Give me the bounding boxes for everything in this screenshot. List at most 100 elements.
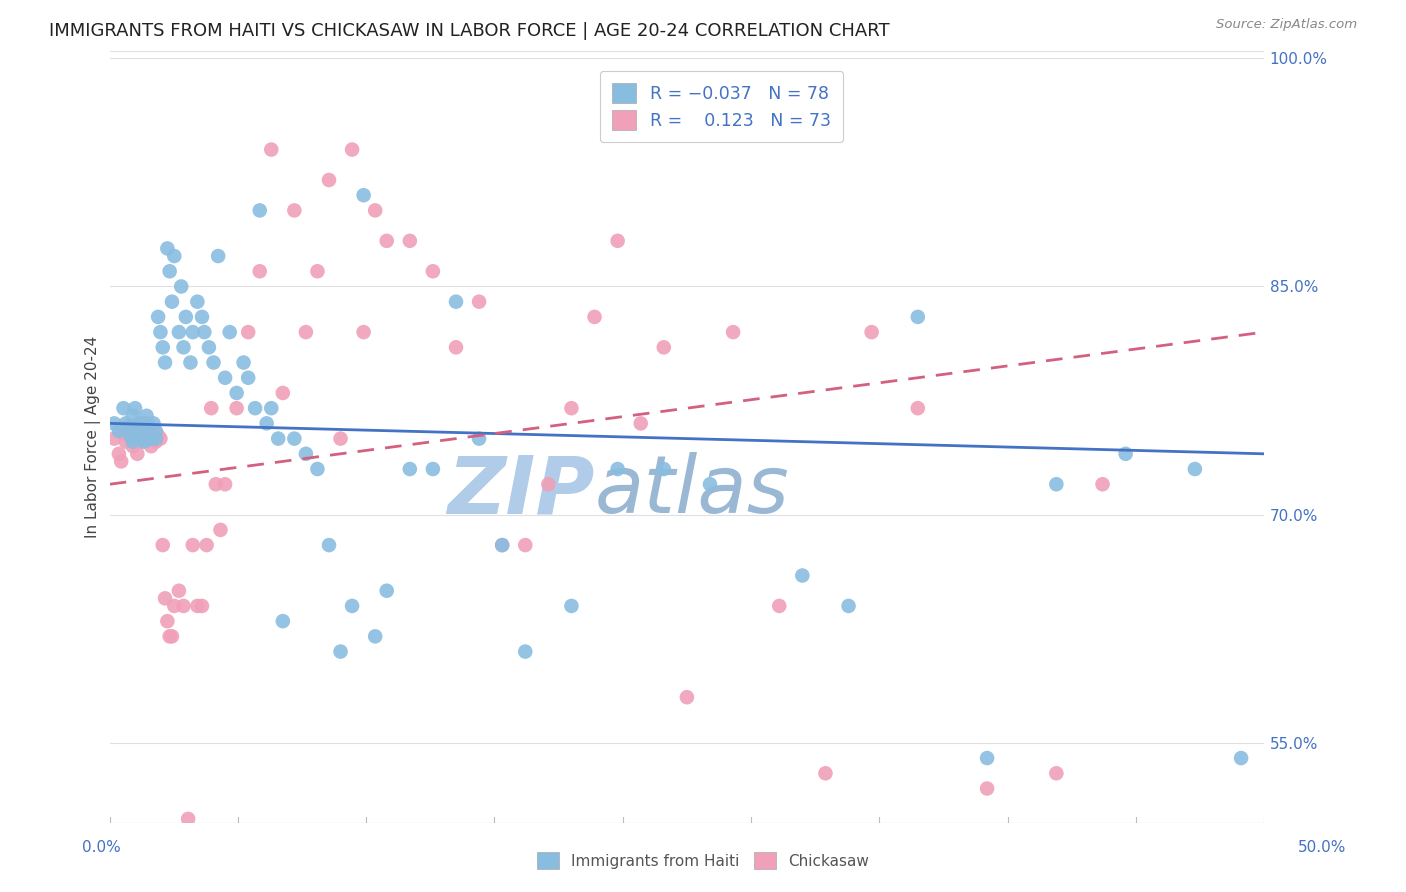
Point bbox=[699, 477, 721, 491]
Point bbox=[1045, 766, 1067, 780]
Point bbox=[353, 325, 375, 339]
Point bbox=[110, 454, 132, 468]
Point bbox=[560, 401, 582, 416]
Point bbox=[375, 583, 398, 598]
Point bbox=[159, 629, 181, 643]
Point bbox=[907, 401, 929, 416]
Point bbox=[792, 568, 814, 582]
Point bbox=[141, 439, 163, 453]
Point bbox=[630, 417, 652, 431]
Point bbox=[560, 599, 582, 613]
Point bbox=[318, 538, 340, 552]
Point bbox=[398, 462, 420, 476]
Point bbox=[173, 340, 195, 354]
Point bbox=[295, 447, 318, 461]
Point bbox=[307, 462, 329, 476]
Point bbox=[606, 234, 628, 248]
Point bbox=[256, 417, 278, 431]
Point bbox=[153, 355, 176, 369]
Point bbox=[398, 234, 420, 248]
Point bbox=[167, 583, 190, 598]
Point bbox=[160, 629, 183, 643]
Point bbox=[1115, 447, 1137, 461]
Point bbox=[145, 432, 167, 446]
Point bbox=[186, 294, 208, 309]
Point bbox=[491, 538, 513, 552]
Point bbox=[243, 401, 266, 416]
Point bbox=[329, 432, 352, 446]
Point bbox=[238, 325, 260, 339]
Point bbox=[117, 428, 139, 442]
Point bbox=[364, 629, 387, 643]
Point bbox=[907, 310, 929, 324]
Point bbox=[238, 370, 260, 384]
Point bbox=[838, 599, 860, 613]
Point bbox=[422, 462, 444, 476]
Point bbox=[131, 432, 153, 446]
Point bbox=[283, 203, 305, 218]
Point bbox=[142, 424, 165, 438]
Point bbox=[179, 355, 201, 369]
Point bbox=[142, 417, 165, 431]
Point bbox=[124, 401, 146, 416]
Point bbox=[209, 523, 232, 537]
Point bbox=[112, 401, 135, 416]
Point bbox=[205, 477, 228, 491]
Point bbox=[108, 424, 131, 438]
Point bbox=[152, 340, 174, 354]
Point bbox=[181, 325, 204, 339]
Point bbox=[134, 417, 156, 431]
Point bbox=[652, 340, 675, 354]
Point bbox=[135, 417, 157, 431]
Point bbox=[652, 462, 675, 476]
Point bbox=[1045, 477, 1067, 491]
Point bbox=[141, 432, 163, 446]
Point bbox=[146, 428, 169, 442]
Point bbox=[131, 434, 153, 449]
Point bbox=[214, 370, 236, 384]
Point bbox=[145, 424, 167, 438]
Point bbox=[174, 310, 197, 324]
Point bbox=[340, 143, 363, 157]
Point bbox=[340, 599, 363, 613]
Point bbox=[114, 417, 136, 431]
Point bbox=[860, 325, 883, 339]
Point bbox=[318, 173, 340, 187]
Legend: R = −0.037   N = 78, R =    0.123   N = 73: R = −0.037 N = 78, R = 0.123 N = 73 bbox=[600, 71, 844, 143]
Point bbox=[491, 538, 513, 552]
Point bbox=[214, 477, 236, 491]
Point bbox=[976, 781, 998, 796]
Point bbox=[156, 614, 179, 628]
Point bbox=[177, 812, 200, 826]
Point bbox=[121, 439, 143, 453]
Point bbox=[167, 325, 190, 339]
Y-axis label: In Labor Force | Age 20-24: In Labor Force | Age 20-24 bbox=[86, 336, 101, 538]
Point bbox=[260, 401, 283, 416]
Point bbox=[121, 409, 143, 423]
Point bbox=[307, 264, 329, 278]
Point bbox=[138, 432, 160, 446]
Text: ZIP: ZIP bbox=[447, 452, 595, 530]
Point bbox=[153, 591, 176, 606]
Text: atlas: atlas bbox=[595, 452, 789, 530]
Point bbox=[138, 419, 160, 434]
Point bbox=[173, 599, 195, 613]
Point bbox=[515, 644, 537, 658]
Point bbox=[163, 599, 186, 613]
Point bbox=[103, 417, 125, 431]
Point bbox=[976, 751, 998, 765]
Text: Source: ZipAtlas.com: Source: ZipAtlas.com bbox=[1216, 18, 1357, 31]
Point bbox=[329, 644, 352, 658]
Point bbox=[181, 538, 204, 552]
Point bbox=[232, 355, 254, 369]
Point bbox=[170, 279, 193, 293]
Point bbox=[267, 432, 290, 446]
Point bbox=[444, 294, 467, 309]
Point bbox=[249, 203, 271, 218]
Point bbox=[152, 538, 174, 552]
Point bbox=[120, 428, 142, 442]
Point bbox=[163, 249, 186, 263]
Point bbox=[468, 432, 491, 446]
Point bbox=[114, 434, 136, 449]
Point bbox=[515, 538, 537, 552]
